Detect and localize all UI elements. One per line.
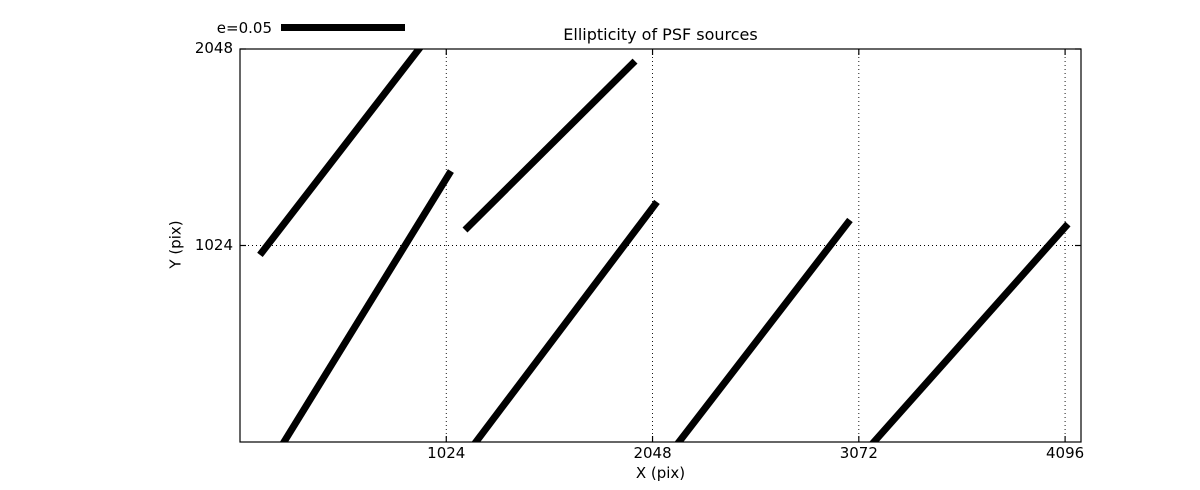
x-tick-label: 1024 <box>427 444 466 462</box>
y-tick-label: 2048 <box>194 39 233 57</box>
whisker-segment <box>674 217 853 442</box>
y-axis-label: Y (pix) <box>166 220 185 269</box>
axes-frame <box>239 48 1082 443</box>
whisker-segment <box>279 169 454 442</box>
whisker-segment <box>869 221 1071 442</box>
legend-label: e=0.05 <box>216 19 272 37</box>
x-axis-label: X (pix) <box>635 464 686 482</box>
psf-ellipticity-whiskers <box>257 49 1071 442</box>
whisker-segment <box>462 58 638 233</box>
x-tick-label: 4096 <box>1045 444 1085 462</box>
whisker-segment <box>471 199 660 442</box>
legend-scale-bar <box>281 24 405 31</box>
x-tick-label: 3072 <box>839 444 878 462</box>
whisker-segment <box>257 49 424 258</box>
x-tick-label: 2048 <box>633 444 672 462</box>
y-tick-label: 1024 <box>194 235 233 254</box>
chart-title: Ellipticity of PSF sources <box>563 25 758 44</box>
